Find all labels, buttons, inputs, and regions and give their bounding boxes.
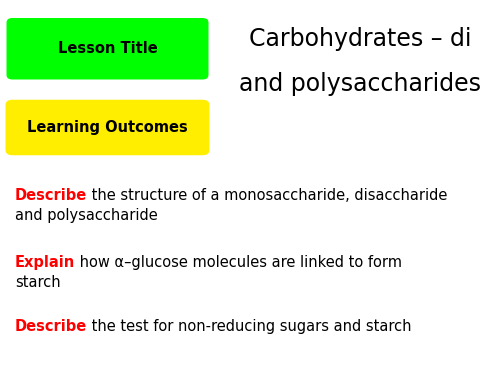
Text: Learning Outcomes: Learning Outcomes: [27, 120, 188, 135]
Text: Explain: Explain: [15, 255, 75, 270]
Text: Lesson Title: Lesson Title: [58, 41, 158, 56]
Text: the test for non-reducing sugars and starch: the test for non-reducing sugars and sta…: [88, 319, 412, 334]
Text: starch: starch: [15, 275, 60, 290]
Text: and polysaccharide: and polysaccharide: [15, 208, 158, 223]
Text: Describe: Describe: [15, 319, 88, 334]
Text: Carbohydrates – di: Carbohydrates – di: [249, 27, 471, 51]
Text: and polysaccharides: and polysaccharides: [239, 72, 481, 96]
FancyBboxPatch shape: [6, 18, 208, 80]
Text: Describe: Describe: [15, 188, 88, 202]
Text: how α–glucose molecules are linked to form: how α–glucose molecules are linked to fo…: [75, 255, 402, 270]
FancyBboxPatch shape: [6, 100, 210, 155]
Text: the structure of a monosaccharide, disaccharide: the structure of a monosaccharide, disac…: [88, 188, 448, 202]
